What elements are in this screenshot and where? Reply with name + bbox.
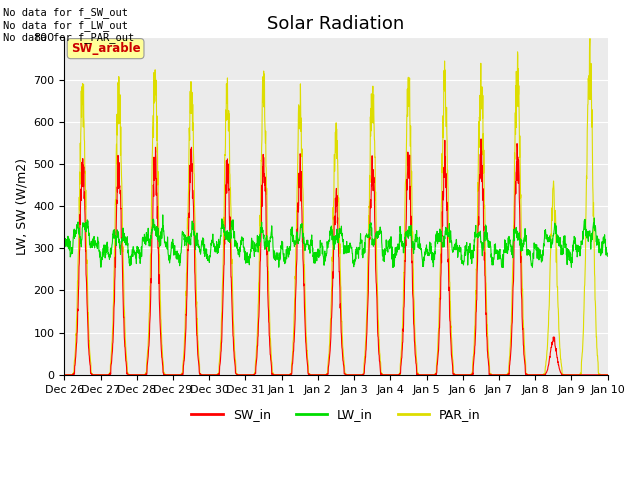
Line: PAR_in: PAR_in: [65, 38, 607, 375]
PAR_in: [364, 290, 371, 296]
SW_in: [571, 372, 579, 378]
SW_in: [494, 372, 502, 378]
LW_in: [572, 240, 579, 246]
Title: Solar Radiation: Solar Radiation: [268, 15, 404, 33]
LW_in: [352, 246, 360, 252]
SW_in: [364, 313, 371, 319]
SW_in: [604, 372, 611, 378]
Y-axis label: LW, SW (W/m2): LW, SW (W/m2): [15, 157, 28, 254]
LW_in: [159, 212, 166, 218]
SW_in: [351, 372, 359, 378]
PAR_in: [351, 372, 359, 378]
PAR_in: [61, 372, 68, 378]
LW_in: [556, 235, 564, 240]
SW_in: [212, 372, 220, 378]
PAR_in: [556, 339, 563, 345]
Line: LW_in: LW_in: [65, 215, 607, 267]
Text: SW_arable: SW_arable: [71, 42, 140, 55]
PAR_in: [494, 372, 502, 378]
LW_in: [494, 252, 502, 258]
SW_in: [556, 367, 564, 373]
PAR_in: [212, 372, 220, 378]
Line: SW_in: SW_in: [65, 139, 607, 375]
Text: No data for f_SW_out
No data for f_LW_out
No data for f_PAR_out: No data for f_SW_out No data for f_LW_ou…: [3, 7, 134, 43]
PAR_in: [604, 372, 611, 378]
PAR_in: [571, 372, 579, 378]
LW_in: [212, 249, 220, 254]
SW_in: [477, 136, 485, 142]
PAR_in: [586, 36, 594, 41]
LW_in: [97, 264, 105, 270]
LW_in: [604, 253, 611, 259]
SW_in: [61, 372, 68, 378]
LW_in: [61, 241, 68, 247]
Legend: SW_in, LW_in, PAR_in: SW_in, LW_in, PAR_in: [186, 403, 486, 426]
LW_in: [364, 234, 372, 240]
